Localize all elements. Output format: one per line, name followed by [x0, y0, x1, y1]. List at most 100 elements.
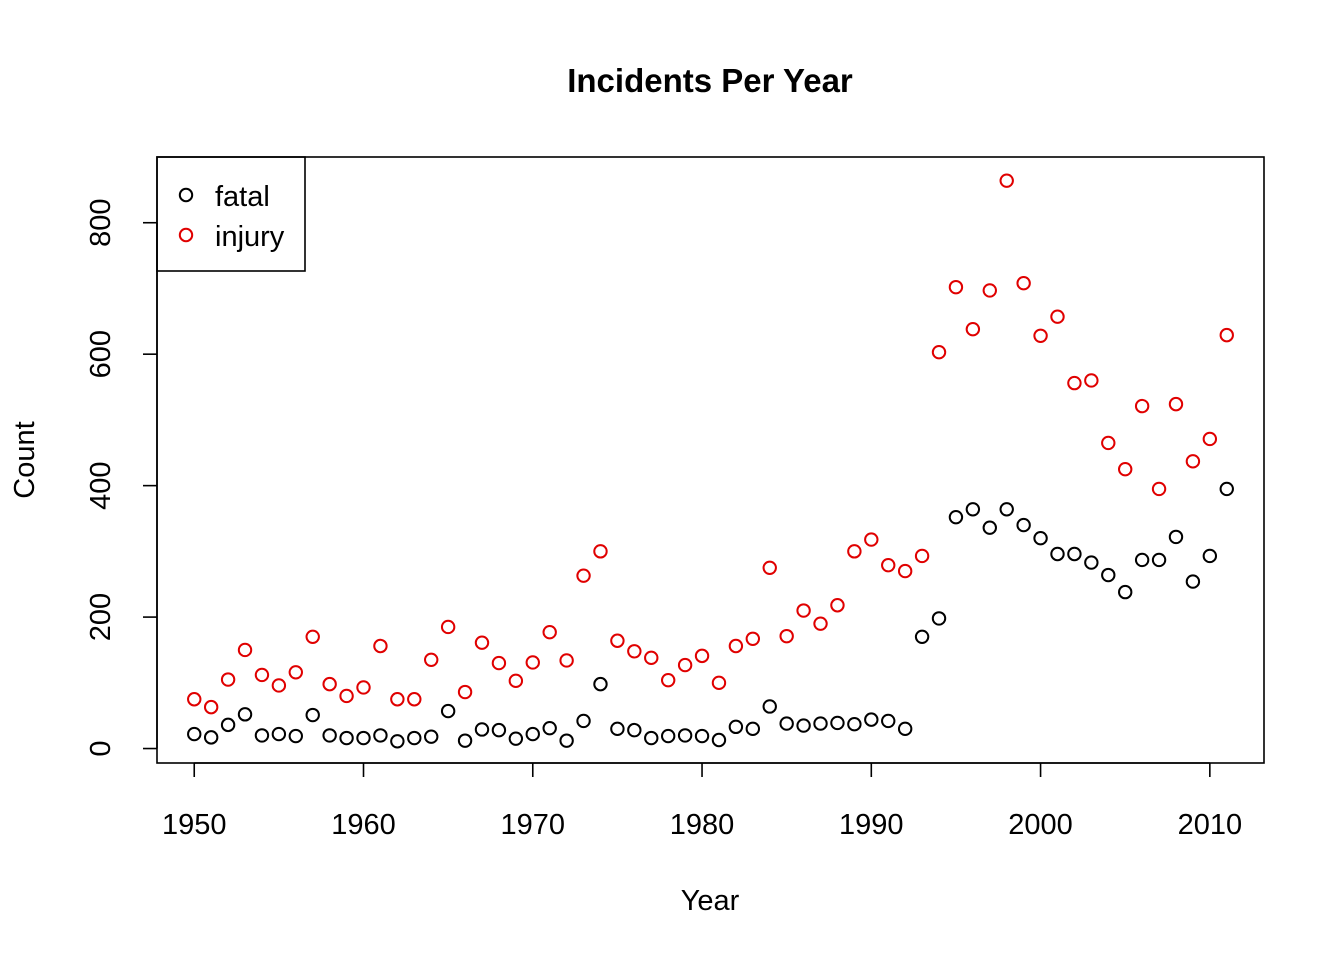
point-injury: [440, 619, 456, 635]
point-fatal: [914, 629, 930, 645]
point-fatal: [864, 712, 879, 727]
point-injury: [644, 650, 659, 666]
point-injury: [948, 279, 964, 295]
point-injury: [542, 625, 557, 640]
point-fatal: [610, 721, 625, 737]
point-fatal: [644, 730, 659, 746]
point-fatal: [728, 719, 744, 735]
point-fatal: [1033, 531, 1048, 546]
x-tick-label: 1980: [670, 809, 735, 841]
point-injury: [830, 598, 845, 613]
point-fatal: [830, 715, 845, 731]
point-injury: [559, 653, 574, 668]
point-injury: [847, 544, 862, 559]
point-fatal: [457, 733, 473, 748]
point-fatal: [1101, 567, 1116, 583]
x-tick-label: 1950: [162, 809, 227, 841]
point-injury: [457, 684, 473, 700]
point-fatal: [1050, 546, 1065, 562]
point-injury: [305, 629, 320, 645]
point-fatal: [965, 502, 981, 517]
point-injury: [254, 667, 270, 683]
point-injury: [220, 672, 236, 687]
point-fatal: [322, 728, 337, 743]
point-fatal: [1168, 529, 1184, 545]
point-injury: [779, 628, 794, 644]
point-injury: [1134, 398, 1150, 414]
point-fatal: [948, 509, 964, 525]
point-fatal: [356, 730, 371, 746]
point-fatal: [711, 732, 727, 748]
point-injury: [1084, 373, 1099, 388]
point-fatal: [1067, 546, 1082, 562]
point-injury: [237, 642, 253, 658]
point-injury: [796, 603, 811, 618]
point-fatal: [203, 730, 219, 745]
point-injury: [745, 631, 761, 646]
point-injury: [1185, 454, 1201, 469]
y-tick-label: 0: [85, 740, 117, 756]
point-injury: [576, 568, 591, 583]
y-tick-label: 800: [85, 199, 117, 247]
point-fatal: [745, 721, 761, 737]
point-injury: [491, 655, 507, 671]
point-fatal: [931, 611, 947, 626]
plot-frame: [156, 156, 1265, 764]
point-injury: [627, 644, 642, 659]
legend-marker-injury: [178, 227, 194, 243]
point-fatal: [813, 716, 828, 731]
series-injury: [187, 173, 1234, 715]
point-fatal: [593, 676, 608, 692]
point-injury: [593, 544, 608, 559]
point-injury: [1151, 481, 1167, 497]
point-injury: [373, 638, 388, 654]
legend-label-fatal: fatal: [215, 181, 270, 213]
point-injury: [1168, 396, 1184, 412]
point-fatal: [407, 730, 422, 746]
point-injury: [864, 532, 879, 547]
point-fatal: [474, 722, 490, 737]
point-fatal: [897, 721, 913, 737]
y-tick-label: 200: [85, 593, 117, 641]
point-injury: [407, 692, 422, 707]
point-injury: [728, 638, 744, 654]
y-axis-label: Count: [9, 421, 41, 498]
point-fatal: [440, 703, 456, 719]
point-injury: [931, 345, 947, 360]
point-fatal: [390, 734, 405, 749]
point-injury: [965, 322, 981, 337]
point-injury: [271, 678, 287, 693]
series-fatal: [187, 481, 1234, 749]
point-injury: [1033, 328, 1048, 343]
point-injury: [474, 635, 490, 650]
point-fatal: [576, 713, 591, 729]
point-injury: [813, 616, 828, 631]
point-injury: [1219, 327, 1234, 343]
point-fatal: [1219, 481, 1234, 497]
point-fatal: [1202, 548, 1218, 564]
point-injury: [762, 560, 777, 575]
point-injury: [288, 665, 303, 680]
point-injury: [1101, 435, 1116, 451]
point-injury: [424, 652, 439, 668]
point-injury: [187, 692, 202, 707]
point-injury: [390, 692, 405, 707]
point-fatal: [237, 707, 253, 722]
point-fatal: [491, 722, 507, 738]
y-tick-label: 600: [85, 330, 117, 378]
legend-label-injury: injury: [215, 221, 285, 253]
point-fatal: [1185, 574, 1201, 589]
point-fatal: [1134, 552, 1150, 568]
point-fatal: [847, 717, 862, 732]
point-injury: [897, 563, 913, 579]
point-fatal: [220, 717, 236, 733]
point-fatal: [779, 716, 794, 731]
legend-box: [156, 156, 306, 272]
point-injury: [1118, 462, 1133, 477]
point-injury: [508, 673, 524, 689]
data-points: [187, 173, 1234, 749]
point-injury: [525, 655, 540, 670]
x-tick-label: 2000: [1008, 809, 1073, 841]
point-injury: [694, 648, 710, 664]
